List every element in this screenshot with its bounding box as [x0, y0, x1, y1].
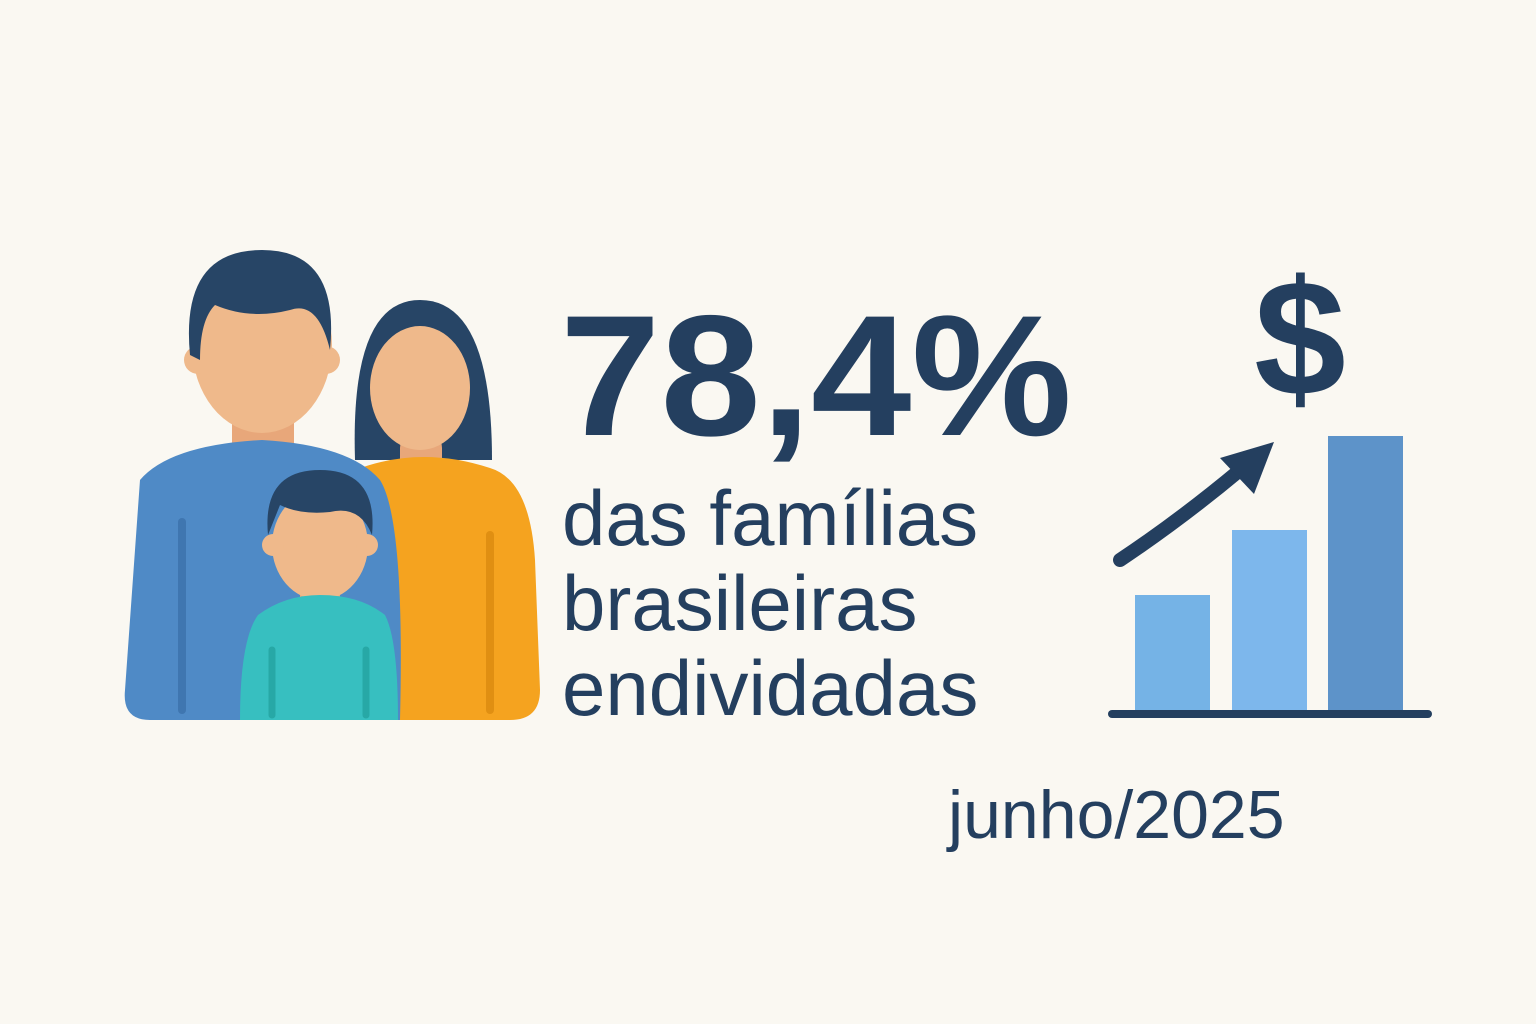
- growth-icon: $: [1108, 246, 1432, 718]
- child-face: [272, 490, 368, 600]
- family-illustration: [124, 250, 540, 720]
- child-body: [240, 595, 398, 720]
- headline-value: 78,4%: [560, 280, 1072, 472]
- headline-line: brasileiras: [562, 559, 917, 647]
- headline-line: endividadas: [562, 644, 978, 732]
- woman-face: [370, 326, 470, 450]
- icon-bar: [1135, 595, 1210, 714]
- man-hair: [188, 250, 332, 360]
- child-ear: [356, 534, 378, 556]
- icon-arrowhead: [1220, 442, 1274, 494]
- icon-arrow: [1113, 463, 1247, 567]
- headline-line: das famílias: [562, 474, 978, 562]
- date-label: junho/2025: [946, 777, 1285, 853]
- man-ear: [312, 346, 340, 374]
- child-ear: [262, 534, 284, 556]
- icon-bar: [1232, 530, 1307, 714]
- icon-bar: [1328, 436, 1403, 714]
- child-hair: [267, 470, 373, 535]
- currency-symbol: $: [1254, 246, 1346, 430]
